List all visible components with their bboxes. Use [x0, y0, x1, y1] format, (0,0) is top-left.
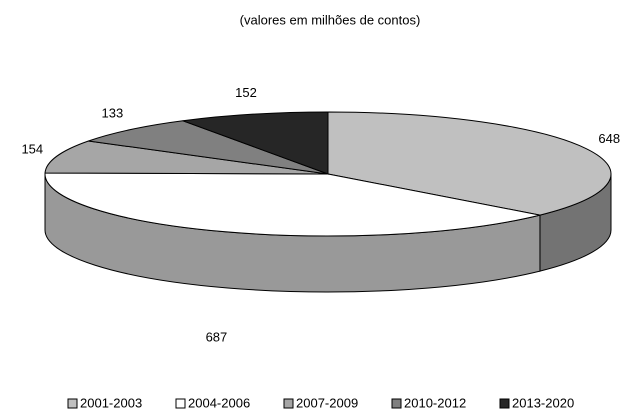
- data-label: 133: [102, 106, 124, 121]
- data-label: 648: [598, 131, 620, 146]
- data-label: 154: [21, 142, 43, 157]
- pie-slice: [44, 172, 541, 237]
- legend-label: 2013-2020: [512, 395, 574, 410]
- pie-slice: [88, 120, 329, 175]
- legend-label: 2010-2012: [404, 395, 466, 410]
- legend-label: 2001-2003: [80, 395, 142, 410]
- pie-slice: [182, 111, 329, 175]
- data-label: 152: [235, 85, 257, 100]
- legend-label: 2004-2006: [188, 395, 250, 410]
- legend-swatch: [67, 398, 78, 409]
- pie-slice: [327, 111, 612, 216]
- legend-label: 2007-2009: [296, 395, 358, 410]
- legend-swatch: [283, 398, 294, 409]
- legend-swatch: [499, 398, 510, 409]
- chart-title: (valores em milhões de contos): [240, 12, 421, 27]
- legend-swatch: [391, 398, 402, 409]
- legend-swatch: [175, 398, 186, 409]
- data-label: 687: [206, 329, 228, 344]
- pie-slice: [44, 140, 329, 175]
